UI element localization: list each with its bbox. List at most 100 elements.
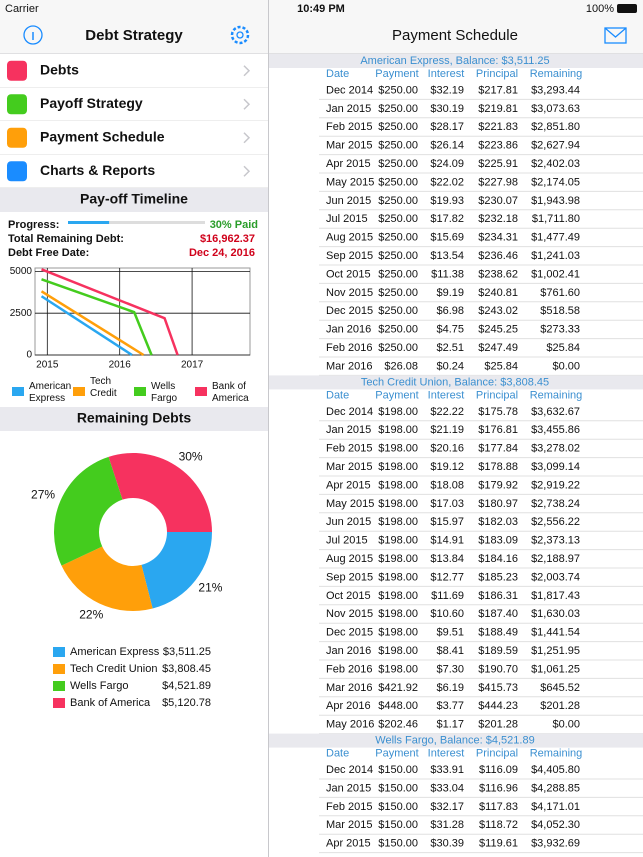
- cell: $26.14: [430, 140, 464, 152]
- menu-icon: [7, 60, 27, 81]
- left-title: Debt Strategy: [85, 27, 183, 44]
- cell: $198.00: [378, 443, 418, 455]
- cell: Dec 2015: [326, 627, 373, 639]
- legend-label: Wells Fargo: [151, 381, 178, 404]
- cell: $30.39: [430, 838, 464, 850]
- cell: $198.00: [378, 516, 418, 528]
- cell: $201.28: [540, 700, 580, 712]
- x-tick-label: 2016: [109, 360, 132, 371]
- column-header: Date: [326, 748, 349, 760]
- cell: $2,556.22: [531, 516, 580, 528]
- donut-slice: [141, 532, 212, 609]
- cell: $179.92: [478, 479, 518, 491]
- cell: Sep 2015: [326, 571, 373, 583]
- cell: $1,441.54: [531, 627, 580, 639]
- cell: $20.16: [430, 443, 464, 455]
- cell: $1,711.80: [532, 213, 580, 225]
- carrier: Carrier: [5, 3, 39, 15]
- cell: $4,052.30: [531, 819, 580, 831]
- progress-track: [68, 221, 205, 224]
- legend-swatch: [73, 387, 85, 396]
- cell: $19.12: [430, 461, 464, 473]
- section-header: [269, 733, 643, 748]
- cell: $3.77: [436, 700, 464, 712]
- cell: $187.40: [478, 608, 518, 620]
- cell: Jul 2015: [326, 535, 368, 547]
- cell: Dec 2014: [326, 84, 373, 96]
- cell: Apr 2015: [326, 838, 371, 850]
- cell: $198.00: [378, 663, 418, 675]
- cell: $236.46: [478, 250, 518, 262]
- debt-free-date: Dec 24, 2016: [189, 247, 255, 259]
- cell: $198.00: [378, 553, 418, 565]
- progress-fill: [68, 221, 110, 224]
- cell: $227.98: [478, 176, 518, 188]
- y-tick-label: 0: [26, 350, 32, 361]
- battery-level: 100%: [586, 3, 614, 15]
- cell: Jan 2015: [326, 782, 371, 794]
- legend-label: Bank of America: [212, 381, 249, 404]
- cell: Dec 2014: [326, 764, 373, 776]
- legend-swatch: [53, 698, 65, 708]
- cell: $250.00: [378, 103, 418, 115]
- cell: Oct 2015: [326, 590, 371, 602]
- legend-swatch: [195, 387, 207, 396]
- cell: $1,630.03: [531, 608, 580, 620]
- cell: $518.58: [540, 305, 580, 317]
- cell: Sep 2015: [326, 250, 373, 262]
- column-header: Principal: [476, 389, 518, 401]
- slice-label: 27%: [31, 488, 55, 502]
- cell: $2,851.80: [531, 121, 580, 133]
- menu-row[interactable]: [0, 87, 268, 122]
- mail-button[interactable]: [604, 27, 627, 44]
- cell: $22.22: [430, 406, 464, 418]
- cell: $184.16: [478, 553, 518, 565]
- cell: $202.46: [378, 719, 418, 731]
- cell: $198.00: [378, 590, 418, 602]
- info-button[interactable]: [23, 25, 43, 45]
- cell: $11.38: [431, 268, 464, 280]
- cell: $217.81: [478, 84, 518, 96]
- cell: $250.00: [378, 342, 418, 354]
- cell: $188.49: [478, 627, 518, 639]
- section-title: American Express, Balance: $3,511.25: [360, 55, 549, 67]
- cell: Jun 2015: [326, 516, 371, 528]
- cell: Apr 2015: [326, 479, 371, 491]
- column-header: Remaining: [530, 748, 583, 760]
- cell: $32.17: [430, 801, 464, 813]
- label: Debt Free Date:: [8, 247, 89, 259]
- cell: $14.91: [430, 535, 464, 547]
- cell: $15.97: [430, 516, 464, 528]
- cell: $198.00: [378, 479, 418, 491]
- column-header: Payment: [375, 748, 418, 760]
- cell: $10.60: [430, 608, 464, 620]
- slice-label: 22%: [79, 607, 103, 621]
- cell: $3,632.67: [531, 406, 580, 418]
- series-line: [41, 268, 179, 356]
- cell: $26.08: [384, 360, 418, 372]
- cell: $232.18: [478, 213, 518, 225]
- menu-row[interactable]: [0, 154, 268, 189]
- cell: $32.19: [430, 84, 464, 96]
- cell: Jun 2015: [326, 195, 371, 207]
- cell: Mar 2015: [326, 461, 372, 473]
- settings-button[interactable]: [230, 25, 250, 45]
- cell: $198.00: [378, 571, 418, 583]
- cell: $198.00: [378, 535, 418, 547]
- cell: $225.91: [478, 158, 518, 170]
- section-header: [269, 375, 643, 390]
- cell: Aug 2015: [326, 553, 373, 565]
- cell: $182.03: [478, 516, 518, 528]
- menu-row[interactable]: [0, 54, 268, 88]
- cell: Apr 2016: [326, 700, 371, 712]
- menu-row[interactable]: [0, 121, 268, 155]
- column-header: Principal: [476, 68, 518, 80]
- column-header: Remaining: [530, 389, 583, 401]
- cell: $176.81: [478, 424, 518, 436]
- cell: $4,171.01: [531, 801, 580, 813]
- cell: $25.84: [546, 342, 580, 354]
- cell: $30.19: [430, 103, 464, 115]
- cell: $444.23: [478, 700, 518, 712]
- cell: $12.77: [430, 571, 464, 583]
